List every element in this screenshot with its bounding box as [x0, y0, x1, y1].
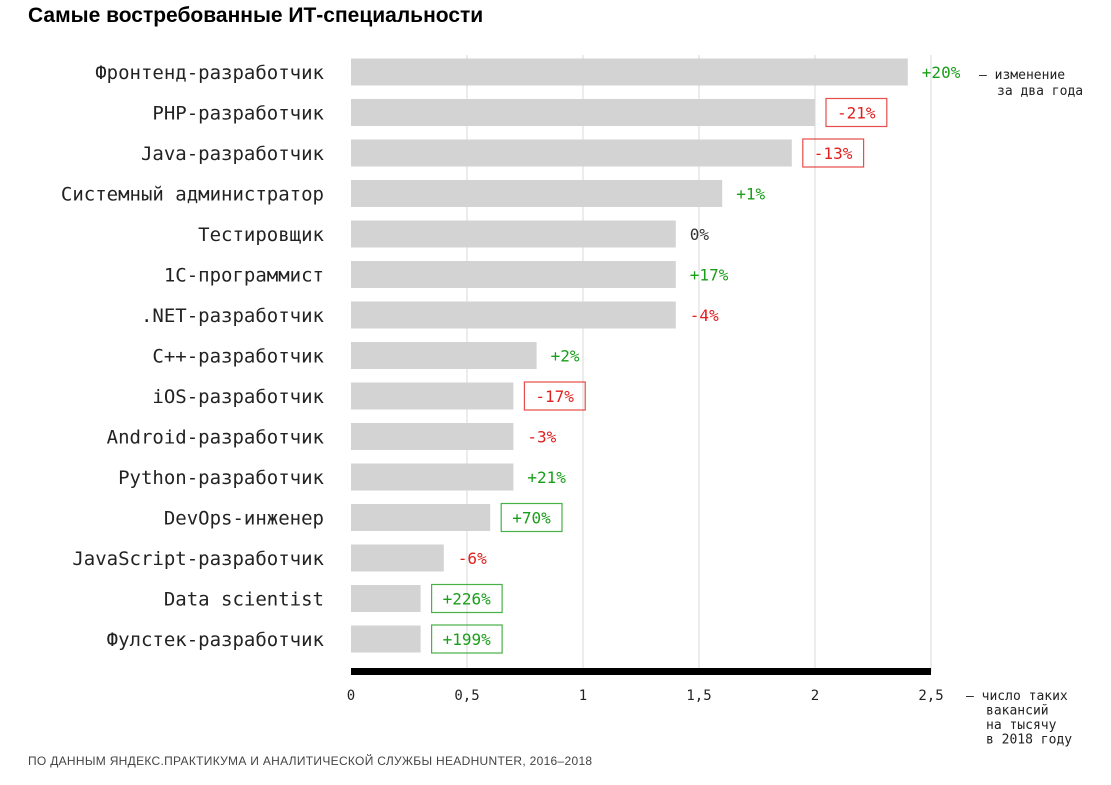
category-label: Android-разработчик [107, 427, 325, 449]
change-box [523, 381, 586, 411]
change-label: -4% [690, 306, 719, 325]
category-label: C++-разработчик [152, 346, 324, 368]
axis-note: вакансий [986, 704, 1049, 719]
category-label: Фронтенд-разработчик [95, 62, 324, 84]
category-label: JavaScript-разработчик [72, 548, 324, 570]
tick-label: 1 [579, 688, 587, 704]
category-label: Python-разработчик [118, 467, 324, 489]
change-label: 0% [690, 225, 710, 244]
category-label: Java-разработчик [141, 143, 325, 165]
change-label: +2% [551, 347, 580, 366]
bar [351, 382, 514, 410]
change-label: -21% [837, 104, 876, 123]
category-label: Фулстек-разработчик [107, 629, 325, 651]
axis-note: – число таких [966, 689, 1068, 704]
bar [351, 139, 792, 167]
tick-label: 0 [347, 688, 355, 704]
change-note: – изменение [979, 68, 1065, 83]
change-label: +226% [443, 590, 492, 609]
bar [351, 504, 491, 531]
x-axis-line [351, 668, 931, 675]
axis-note: в 2018 году [986, 733, 1072, 748]
axis-note: на тысячу [986, 718, 1057, 733]
bar [351, 342, 537, 369]
tick-label: 2 [811, 688, 819, 704]
change-label: +20% [922, 63, 961, 82]
bar [351, 625, 421, 653]
bar [351, 423, 514, 450]
bar [351, 585, 421, 612]
category-label: Data scientist [164, 589, 324, 611]
bar [351, 463, 514, 491]
change-label: +1% [736, 185, 765, 204]
change-box [802, 138, 865, 168]
category-label: .NET-разработчик [141, 305, 325, 327]
category-label: Системный администратор [61, 184, 324, 206]
change-box [431, 624, 503, 654]
source-note: ПО ДАННЫМ ЯНДЕКС.ПРАКТИКУМА И АНАЛИТИЧЕС… [28, 754, 593, 768]
category-label: iOS-разработчик [152, 386, 324, 408]
chart-title: Самые востребованные ИТ-специальности [28, 4, 484, 27]
change-label: -13% [814, 144, 853, 163]
tick-label: 1,5 [686, 688, 711, 704]
tick-label: 0,5 [454, 688, 479, 704]
category-label: DevOps-инженер [164, 508, 324, 530]
change-label: +17% [690, 266, 729, 285]
bar [351, 180, 723, 207]
category-label: Тестировщик [198, 224, 324, 246]
change-note: за два года [997, 84, 1083, 99]
tick-label: 2,5 [918, 688, 943, 704]
change-label: +70% [512, 509, 551, 528]
change-label: -17% [535, 387, 574, 406]
change-box [500, 502, 563, 533]
bar [351, 261, 676, 288]
bar [351, 301, 676, 329]
change-box [431, 583, 503, 614]
change-label: +199% [443, 630, 492, 649]
change-label: -6% [458, 549, 487, 568]
category-label: PHP-разработчик [152, 103, 324, 125]
change-label: -3% [527, 428, 556, 447]
bar [351, 99, 815, 126]
category-label: 1С-программист [164, 265, 324, 287]
bar [351, 220, 676, 248]
bar [351, 58, 908, 86]
change-label: +21% [527, 468, 566, 487]
change-box [825, 97, 888, 128]
bar [351, 544, 444, 572]
